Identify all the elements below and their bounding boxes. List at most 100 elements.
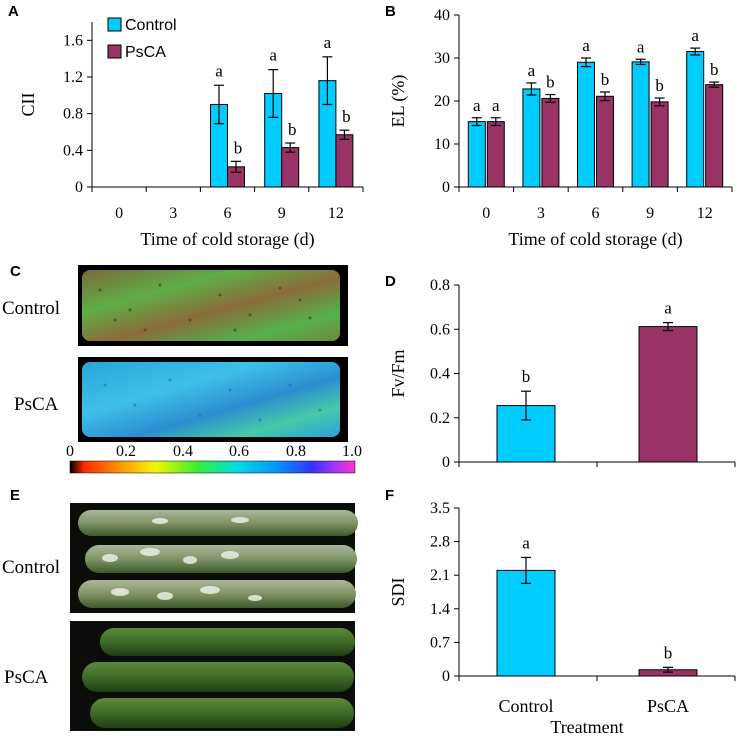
colorbar-tick: 0.2: [116, 443, 136, 460]
significance-label: b: [546, 73, 555, 92]
x-axis-title: Time of cold storage (d): [140, 229, 314, 250]
chlorophyll-image-psca: [78, 357, 348, 442]
significance-label: b: [664, 643, 673, 662]
y-tick-label: 0: [75, 179, 83, 196]
significance-label: b: [522, 367, 531, 386]
y-tick-label: 0.2: [430, 410, 450, 427]
legend-label: PsCA: [125, 44, 166, 61]
colorbar-tick: 0.8: [286, 443, 306, 460]
panel-letter: D: [385, 273, 396, 290]
significance-label: b: [288, 120, 297, 139]
y-tick-label: 1.4: [430, 601, 450, 618]
x-tick-label: 0: [482, 205, 490, 222]
x-tick-label: 3: [169, 205, 177, 222]
y-tick-label: 0.8: [430, 277, 450, 294]
panel-letter: F: [385, 487, 394, 504]
x-axis-title: Treatment: [550, 717, 623, 736]
y-tick-label: 0: [442, 668, 450, 685]
x-tick-label: 12: [697, 205, 713, 222]
significance-label: a: [691, 26, 699, 45]
bar: [686, 51, 705, 188]
y-axis-title: SDI: [388, 577, 408, 606]
colorbar-tick: 0.4: [173, 443, 193, 460]
panel-letter: B: [385, 3, 396, 20]
panel-e-label-control: Control: [2, 557, 60, 578]
y-tick-label: 0.4: [430, 366, 450, 383]
y-tick-label: 10: [434, 136, 450, 153]
y-axis-title: EL (%): [388, 75, 409, 128]
significance-label: b: [234, 138, 243, 157]
y-tick-label: 0.4: [63, 142, 83, 159]
significance-label: b: [342, 107, 351, 126]
bar: [467, 121, 486, 188]
y-axis-title: Fv/Fm: [388, 349, 408, 397]
x-tick-label: 0: [115, 205, 123, 222]
x-tick-label: 9: [278, 205, 286, 222]
significance-label: a: [528, 61, 536, 80]
bar: [577, 61, 595, 188]
x-tick-label: 3: [537, 205, 545, 222]
bar: [596, 95, 614, 188]
significance-label: b: [601, 70, 610, 89]
y-tick-label: 1.2: [63, 69, 83, 86]
y-tick-label: 20: [434, 93, 450, 110]
significance-label: a: [473, 96, 481, 115]
chlorophyll-image-control: [78, 265, 348, 346]
panel-e-label-psca: PsCA: [4, 667, 49, 688]
colorbar: 0 0.2 0.4 0.6 0.8 1.0: [66, 443, 362, 474]
panel-c-label-control: Control: [2, 298, 60, 319]
significance-label: a: [324, 33, 332, 52]
legend-swatch: [107, 17, 122, 32]
x-tick-label: 9: [646, 205, 654, 222]
bar: [496, 405, 556, 463]
bar: [650, 101, 669, 188]
significance-label: b: [655, 76, 664, 95]
colorbar-tick: 0: [66, 443, 74, 460]
y-tick-label: 30: [434, 50, 450, 67]
y-tick-label: 0.7: [430, 634, 450, 651]
legend-swatch: [107, 44, 122, 59]
colorbar-tick: 0.6: [229, 443, 249, 460]
panel-e-letter: E: [10, 487, 20, 504]
y-tick-label: 0.6: [430, 321, 450, 338]
y-tick-label: 3.5: [430, 500, 450, 517]
x-tick-label: 12: [328, 205, 344, 222]
bar: [631, 61, 650, 188]
significance-label: b: [710, 60, 719, 79]
y-tick-label: 0: [442, 179, 450, 196]
significance-label: a: [522, 533, 530, 552]
y-tick-label: 0.8: [63, 106, 83, 123]
significance-label: a: [492, 96, 500, 115]
x-tick-label: Control: [498, 696, 553, 716]
y-axis-title: CII: [18, 93, 38, 117]
colorbar-tick: 1.0: [342, 443, 362, 460]
chart-fvfm: D 0 0.2 0.4 0.6 0.8 Fv/Fm b a: [385, 273, 736, 471]
bar: [335, 134, 354, 188]
bar: [638, 326, 698, 463]
cucumber-photo-psca: [70, 621, 355, 731]
y-tick-label: 2.1: [430, 567, 450, 584]
legend-label: Control: [125, 17, 177, 34]
bar: [281, 147, 300, 188]
chart-sdi: F 0 0.7 1.4 2.1 2.8 3.5 SDI Treatment a Control b Ps…: [385, 487, 736, 736]
y-tick-label: 0: [442, 454, 450, 471]
bar: [541, 97, 560, 188]
panel-c-label-psca: PsCA: [14, 394, 59, 415]
bar: [496, 569, 556, 677]
x-axis-title: Time of cold storage (d): [508, 229, 682, 250]
significance-label: a: [269, 46, 277, 65]
x-tick-label: PsCA: [647, 696, 689, 716]
significance-label: a: [215, 61, 223, 80]
y-tick-label: 40: [434, 7, 450, 24]
legend: Control PsCA: [107, 17, 177, 61]
x-tick-label: 6: [224, 205, 232, 222]
y-tick-label: 2.8: [430, 534, 450, 551]
bar: [486, 121, 505, 188]
y-tick-label: 1.6: [63, 32, 83, 49]
significance-label: a: [664, 299, 672, 318]
significance-label: a: [637, 37, 645, 56]
panel-c-letter: C: [10, 263, 21, 280]
significance-label: a: [582, 36, 590, 55]
